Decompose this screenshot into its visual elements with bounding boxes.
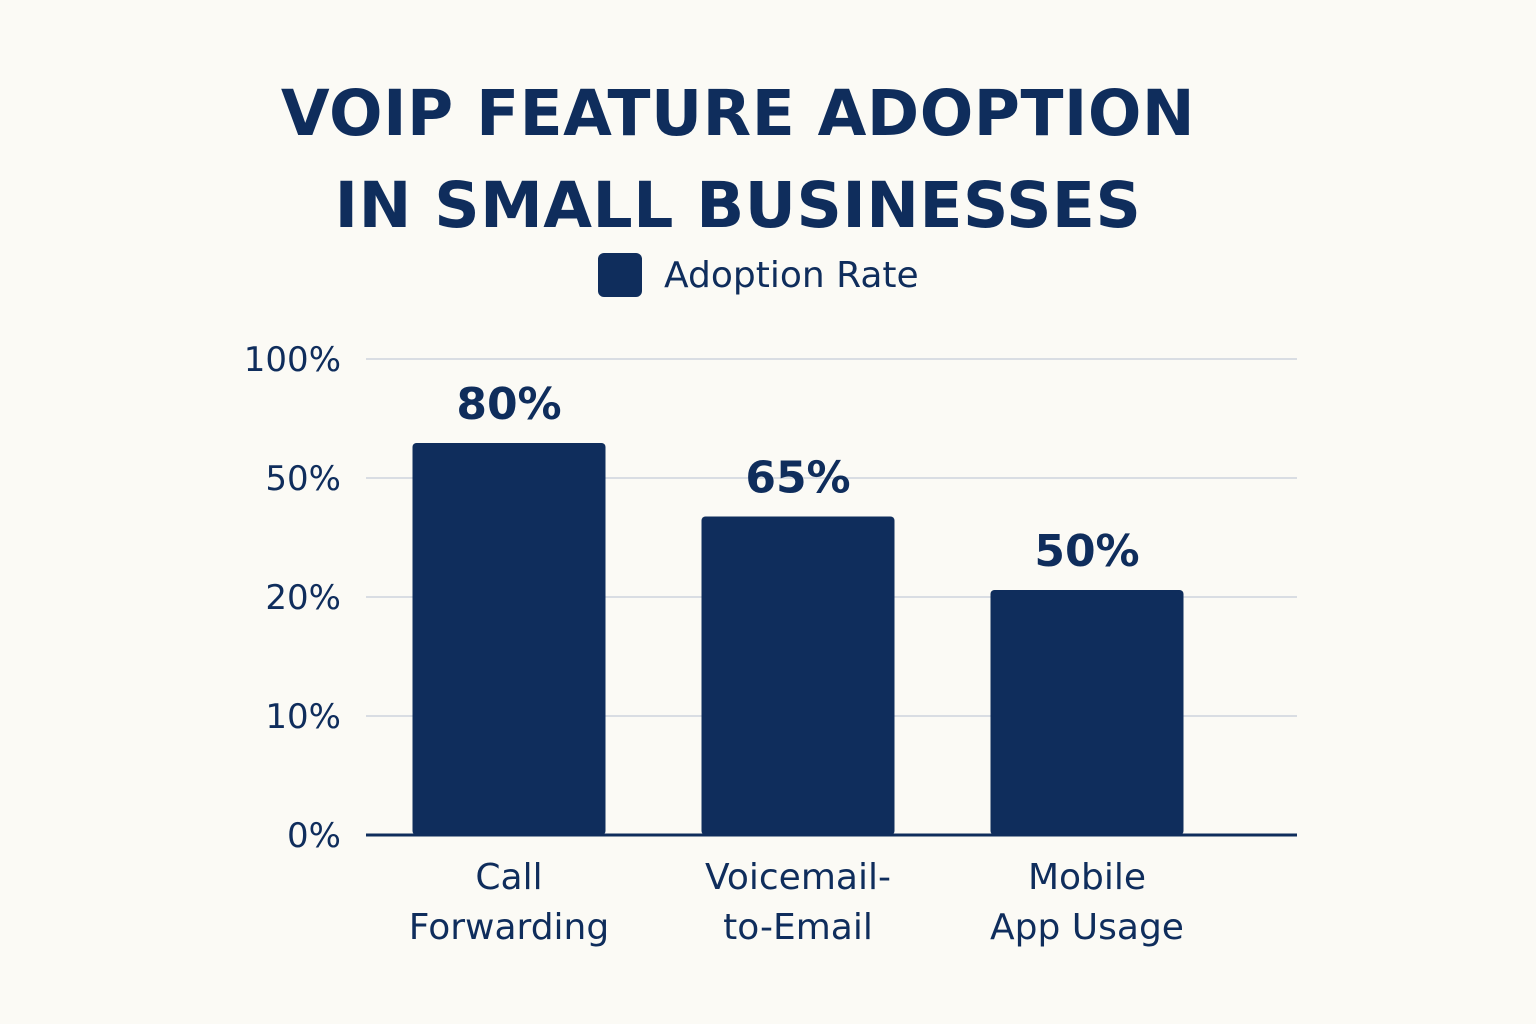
legend-swatch [598,253,642,297]
bar [412,443,606,835]
x-category-label: Mobile [1028,857,1146,898]
y-tick-label: 0% [287,816,341,856]
x-category-label: Call [475,857,542,898]
bar [990,590,1184,835]
bar [701,516,895,835]
bar-value-label: 80% [456,379,561,430]
chart-title-line-1: VOIP FEATURE ADOPTION [280,77,1196,150]
x-category-label: App Usage [990,907,1184,948]
y-tick-label: 20% [265,578,341,618]
y-tick-label: 100% [244,340,341,380]
bar-value-label: 50% [1034,526,1139,577]
legend: Adoption Rate [598,252,919,298]
chart-title: VOIP FEATURE ADOPTION IN SMALL BUSINESSE… [0,68,1476,252]
y-tick-label: 50% [265,459,341,499]
x-category-label: to-Email [723,907,873,948]
legend-label: Adoption Rate [664,254,919,296]
chart-title-line-2: IN SMALL BUSINESSES [334,169,1142,242]
x-category-label: Voicemail- [705,857,891,898]
bar-value-label: 65% [745,453,850,504]
y-tick-label: 10% [265,697,341,737]
x-category-label: Forwarding [409,907,609,948]
